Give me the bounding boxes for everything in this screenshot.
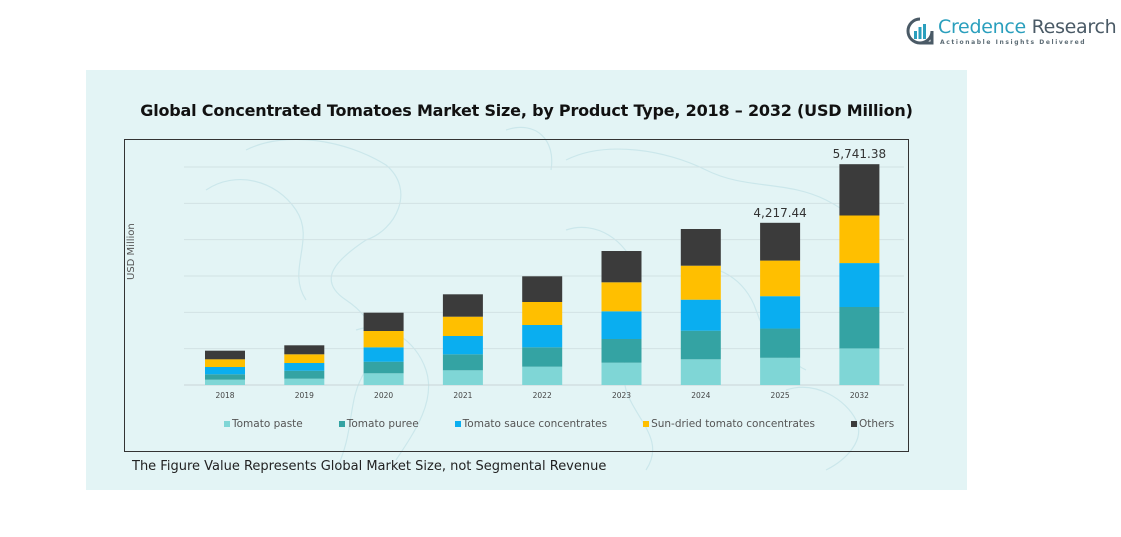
bar-segment-sun-dried-tomato-concentrates-2032 bbox=[839, 215, 880, 264]
bar-segment-tomato-paste-2020 bbox=[363, 373, 404, 385]
bar-2020 bbox=[363, 312, 404, 385]
chart-title: Global Concentrated Tomatoes Market Size… bbox=[140, 101, 913, 120]
brand-name-part1: Credence bbox=[938, 16, 1026, 38]
bar-segment-tomato-sauce-concentrates-2019 bbox=[284, 363, 325, 371]
bar-segment-tomato-sauce-concentrates-2020 bbox=[363, 347, 404, 362]
bar-segment-tomato-puree-2022 bbox=[522, 347, 563, 367]
bar-segment-sun-dried-tomato-concentrates-2025 bbox=[760, 260, 801, 297]
x-tick-label: 2032 bbox=[850, 391, 869, 400]
brand-name: Credence Research bbox=[938, 16, 1117, 38]
legend-swatch-icon bbox=[224, 421, 230, 427]
bar-segment-others-2022 bbox=[522, 276, 563, 302]
bar-2023 bbox=[601, 251, 642, 385]
logo-mark-icon bbox=[906, 17, 934, 45]
bar-segment-tomato-puree-2032 bbox=[839, 307, 880, 349]
x-tick-label: 2025 bbox=[771, 391, 790, 400]
bar-segment-tomato-paste-2019 bbox=[284, 378, 325, 385]
bar-segment-tomato-sauce-concentrates-2018 bbox=[205, 367, 245, 375]
credence-research-logo: Credence Research Actionable Insights De… bbox=[906, 14, 1117, 48]
legend-item: Tomato puree bbox=[338, 418, 419, 430]
bar-segment-sun-dried-tomato-concentrates-2018 bbox=[205, 359, 245, 367]
bar-segment-tomato-paste-2024 bbox=[680, 359, 721, 385]
bar-segment-tomato-puree-2018 bbox=[205, 374, 245, 380]
legend-swatch-icon bbox=[643, 421, 650, 427]
x-tick-labels: 2018 2019 2020 2021 2022 2023 2024 2025 2032 bbox=[215, 391, 869, 400]
bar-segment-others-2020 bbox=[363, 312, 404, 331]
bar-segment-tomato-puree-2024 bbox=[680, 330, 721, 360]
bars bbox=[205, 164, 880, 385]
bar-segment-tomato-puree-2025 bbox=[760, 328, 801, 358]
legend-item: Sun-dried tomato concentrates bbox=[643, 418, 815, 430]
x-tick-label: 2018 bbox=[215, 391, 234, 400]
bar-segment-sun-dried-tomato-concentrates-2023 bbox=[601, 282, 642, 312]
legend-label: Tomato sauce concentrates bbox=[462, 418, 608, 430]
x-tick-label: 2019 bbox=[295, 391, 314, 400]
legend-swatch-icon bbox=[850, 421, 857, 427]
data-label-2025: 4,217.44 bbox=[753, 206, 806, 220]
legend-label: Sun-dried tomato concentrates bbox=[651, 418, 815, 430]
x-tick-label: 2022 bbox=[533, 391, 552, 400]
legend-label: Others bbox=[858, 418, 895, 430]
bar-segment-tomato-puree-2021 bbox=[442, 354, 483, 371]
legend-label: Tomato puree bbox=[346, 418, 419, 430]
bar-segment-others-2025 bbox=[760, 222, 801, 261]
bar-segment-others-2018 bbox=[205, 350, 245, 360]
x-tick-label: 2024 bbox=[691, 391, 710, 400]
bar-segment-sun-dried-tomato-concentrates-2019 bbox=[284, 354, 325, 363]
bar-segment-others-2023 bbox=[601, 251, 642, 283]
bar-segment-tomato-puree-2019 bbox=[284, 370, 325, 379]
chart-panel: Global Concentrated Tomatoes Market Size… bbox=[86, 70, 967, 490]
chart-frame bbox=[124, 139, 909, 452]
stacked-bar-chart: 2018 2019 2020 2021 2022 2023 2024 2025 2032 4,2… bbox=[184, 147, 904, 400]
brand-tagline: Actionable Insights Delivered bbox=[940, 39, 1087, 46]
bar-segment-tomato-sauce-concentrates-2025 bbox=[760, 296, 801, 329]
legend-item: Tomato sauce concentrates bbox=[454, 418, 608, 430]
bar-segment-tomato-sauce-concentrates-2022 bbox=[522, 325, 563, 348]
bar-segment-tomato-puree-2023 bbox=[601, 339, 642, 363]
legend-swatch-icon bbox=[454, 421, 461, 427]
bar-segment-tomato-paste-2032 bbox=[839, 348, 880, 385]
bar-segment-tomato-sauce-concentrates-2024 bbox=[680, 299, 721, 331]
legend-item: Others bbox=[850, 418, 895, 430]
legend-swatch-icon bbox=[338, 421, 345, 427]
bar-segment-sun-dried-tomato-concentrates-2024 bbox=[680, 265, 721, 300]
bar-segment-tomato-paste-2025 bbox=[760, 357, 801, 385]
legend-item: Tomato paste bbox=[224, 418, 303, 430]
bar-segment-sun-dried-tomato-concentrates-2021 bbox=[442, 316, 483, 336]
bar-segment-tomato-sauce-concentrates-2023 bbox=[601, 311, 642, 339]
bar-segment-others-2032 bbox=[839, 164, 880, 216]
bar-segment-sun-dried-tomato-concentrates-2022 bbox=[522, 302, 563, 325]
bar-segment-tomato-paste-2022 bbox=[522, 366, 563, 385]
bar-2021 bbox=[442, 294, 483, 385]
bar-2032 bbox=[839, 164, 880, 385]
x-tick-label: 2020 bbox=[374, 391, 393, 400]
x-tick-label: 2023 bbox=[612, 391, 631, 400]
x-tick-label: 2021 bbox=[453, 391, 472, 400]
chart-legend: Tomato paste Tomato puree Tomato sauce con… bbox=[224, 418, 930, 430]
bar-segment-tomato-paste-2021 bbox=[442, 370, 483, 385]
data-labels: 4,217.44 5,741.38 bbox=[753, 147, 886, 220]
bar-segment-others-2024 bbox=[680, 229, 721, 266]
figure-note: The Figure Value Represents Global Marke… bbox=[132, 459, 607, 474]
bar-segment-others-2021 bbox=[442, 294, 483, 317]
bar-segment-tomato-puree-2020 bbox=[363, 361, 404, 374]
bar-segment-tomato-sauce-concentrates-2021 bbox=[442, 336, 483, 355]
bar-segment-tomato-paste-2018 bbox=[205, 379, 245, 385]
bar-2019 bbox=[284, 345, 325, 385]
bar-2024 bbox=[680, 229, 721, 385]
bar-2018 bbox=[205, 350, 245, 385]
legend-label: Tomato paste bbox=[232, 418, 303, 430]
bar-2025 bbox=[760, 222, 801, 385]
bar-segment-tomato-paste-2023 bbox=[601, 362, 642, 385]
brand-name-part2: Research bbox=[1025, 16, 1117, 38]
bar-segment-sun-dried-tomato-concentrates-2020 bbox=[363, 331, 404, 348]
data-label-2032: 5,741.38 bbox=[833, 147, 886, 161]
bar-segment-tomato-sauce-concentrates-2032 bbox=[839, 263, 880, 307]
bar-2022 bbox=[522, 276, 563, 385]
bar-segment-others-2019 bbox=[284, 345, 325, 355]
